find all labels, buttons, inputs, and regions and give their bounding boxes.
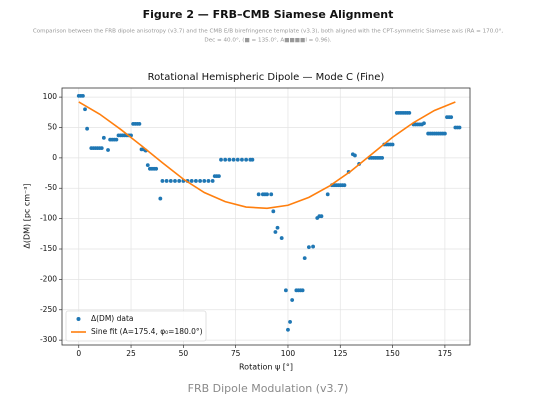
data-point: [106, 148, 110, 152]
data-point: [256, 192, 261, 197]
data-point: [353, 153, 357, 158]
subtitle: Dec = 40.0°, (■ = 135.0°, A■■■■l = 0.96)…: [204, 38, 331, 44]
data-point: [271, 209, 276, 214]
x-tick-label: 150: [385, 349, 400, 358]
data-point: [168, 179, 173, 183]
x-tick-label: 125: [333, 349, 348, 358]
y-tick-label: -50: [45, 183, 57, 192]
legend-box: [65, 310, 207, 342]
y-tick-label: 0: [52, 153, 57, 162]
data-point: [210, 179, 215, 183]
plot-area: 0 25 50 75 100 125 150 175 -300 -250 -200 -150 -100 -…: [40, 87, 471, 358]
data-point: [160, 179, 165, 183]
subtitle: Comparison between the FRB dipole anisot…: [33, 29, 504, 35]
y-tick-label: 50: [47, 122, 57, 131]
data-point: [288, 320, 292, 324]
data-point: [319, 214, 324, 219]
data-point: [99, 146, 104, 151]
chart-title: Rotational Hemispheric Dipole — Mode C (…: [148, 72, 385, 83]
data-point: [202, 179, 207, 183]
y-tick-label: -150: [40, 244, 57, 253]
data-point: [457, 125, 462, 130]
data-point: [244, 157, 249, 162]
y-tick-label: -200: [40, 274, 57, 283]
data-point: [198, 179, 202, 183]
data-point: [114, 137, 119, 142]
data-point: [265, 192, 269, 197]
data-point: [422, 121, 426, 126]
figure-title: Figure 2 — FRB–CMB Siamese Alignment: [143, 8, 394, 21]
y-tick-label: 100: [43, 92, 58, 101]
data-point: [206, 179, 211, 183]
data-point: [275, 225, 280, 230]
data-point: [137, 121, 142, 126]
data-point: [302, 256, 307, 261]
fit-line: [78, 101, 456, 210]
data-point: [342, 183, 347, 188]
data-point: [442, 131, 447, 136]
data-point: [83, 107, 87, 112]
data-point: [279, 236, 284, 240]
data-point: [158, 196, 163, 201]
y-tick-label: -100: [40, 214, 57, 223]
data-point: [300, 288, 305, 293]
data-point: [231, 157, 236, 162]
data-point: [240, 157, 244, 162]
y-tick-label: -250: [40, 305, 57, 314]
data-point: [283, 288, 288, 293]
data-point: [273, 230, 278, 234]
caption: FRB Dipole Modulation (v3.7): [188, 382, 349, 395]
data-point: [223, 157, 228, 162]
x-axis-label: Rotation ψ [°]: [239, 363, 293, 372]
data-point: [173, 179, 177, 183]
x-tick-label: 175: [438, 349, 453, 358]
data-point: [219, 157, 223, 162]
data-point: [154, 166, 159, 171]
x-tick-label: 0: [76, 349, 81, 358]
legend-label: Sine fit (A=175.4, φ₀=180.0°): [91, 327, 203, 336]
data-point: [290, 298, 295, 302]
data-point: [250, 157, 255, 162]
y-axis-label: Δ(DM) [pc cm⁻³]: [23, 183, 32, 248]
data-point: [217, 174, 221, 178]
data-point: [407, 111, 412, 115]
legend-label: Δ(DM) data: [91, 314, 134, 323]
data-point: [164, 179, 169, 183]
data-point: [227, 157, 232, 162]
data-point: [85, 126, 90, 131]
x-tick-label: 100: [281, 349, 296, 358]
data-point: [286, 327, 290, 332]
x-tick-label: 75: [231, 349, 241, 358]
data-point: [449, 115, 454, 120]
x-tick-label: 25: [126, 349, 136, 358]
data-point: [380, 155, 385, 160]
data-point: [235, 157, 240, 162]
data-point: [81, 93, 85, 98]
data-point: [311, 244, 315, 249]
data-point: [194, 179, 198, 183]
data-point: [325, 192, 330, 197]
y-tick-label: -300: [40, 335, 57, 344]
legend-swatch: [76, 317, 81, 321]
data-point: [306, 245, 311, 250]
x-tick-label: 50: [179, 349, 189, 358]
data-point: [189, 179, 194, 183]
data-point: [390, 142, 395, 147]
data-point: [177, 179, 182, 183]
data-point: [269, 192, 274, 197]
data-point: [145, 163, 150, 168]
data-point: [101, 135, 106, 140]
plot-frame: [61, 87, 471, 346]
